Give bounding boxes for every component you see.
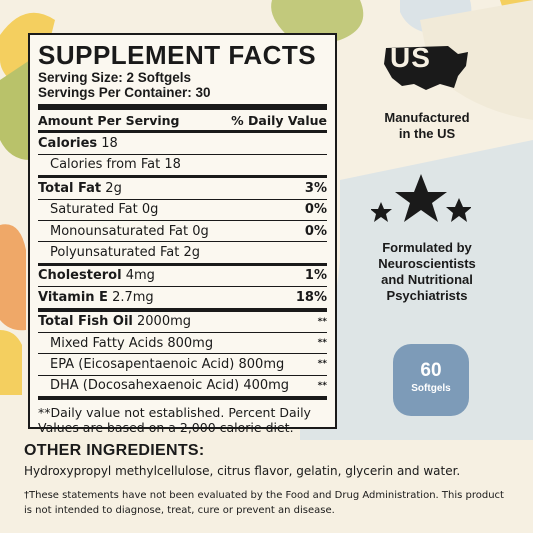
sat-fat-value: 0g (141, 202, 159, 218)
calories-fat: Calories from Fat 18 (50, 157, 181, 173)
stars-icon (371, 174, 471, 222)
cholesterol-dv: 1% (304, 268, 327, 284)
mono-fat-dv: 0% (304, 223, 327, 239)
table-row: Monounsaturated Fat 0g 0% (38, 221, 327, 243)
vitamin-e-label: Vitamin E (38, 289, 108, 305)
facts-title: SUPPLEMENT FACTS (38, 40, 317, 70)
vitamin-e-dv: 18% (295, 289, 327, 305)
us-map-icon: US (378, 42, 474, 94)
other-ingredients: OTHER INGREDIENTS: Hydroxypropyl methylc… (24, 442, 514, 478)
dha-dv: ** (317, 380, 327, 391)
manufactured-text: Manufactured in the US (384, 110, 470, 141)
softgels-label: Softgels (411, 383, 451, 394)
softgels-count: 60 (420, 360, 442, 381)
fish-oil-label: Total Fish Oil (38, 314, 133, 330)
table-row: Saturated Fat 0g 0% (38, 200, 327, 221)
fish-oil-value: 2000mg (137, 314, 191, 330)
mono-fat-label: Monounsaturated Fat (50, 223, 189, 239)
dv-header: % Daily Value (231, 112, 327, 128)
table-row: Calories 18 (38, 133, 327, 155)
dha: DHA (Docosahexaenoic Acid) 400mg (50, 378, 290, 394)
dv-footnote: **Daily value not established. Percent D… (38, 405, 311, 435)
table-row: DHA (Docosahexaenoic Acid) 400mg ** (38, 376, 327, 401)
table-row: Polyunsaturated Fat 2g (38, 242, 327, 266)
table-row: EPA (Eicosapentaenoic Acid) 800mg ** (38, 354, 327, 376)
serving-size: Serving Size: 2 Softgels (38, 70, 192, 85)
mixed-fatty-acids: Mixed Fatty Acids 800mg (50, 335, 214, 351)
calories-label: Calories (38, 136, 98, 152)
sat-fat-label: Saturated Fat (50, 202, 138, 218)
table-header: Amount Per Serving % Daily Value (38, 110, 327, 134)
epa-dv: ** (317, 359, 327, 370)
total-fat-value: 2g (105, 180, 122, 196)
mono-fat-value: 0g (192, 223, 209, 239)
table-row: Total Fish Oil 2000mg ** (38, 312, 327, 333)
vitamin-e-value: 2.7mg (112, 289, 154, 305)
epa: EPA (Eicosapentaenoic Acid) 800mg (50, 356, 285, 372)
mixed-fatty-dv: ** (317, 338, 327, 349)
total-fat-label: Total Fat (38, 180, 102, 196)
cholesterol-label: Cholesterol (38, 268, 122, 284)
cholesterol-value: 4mg (125, 268, 155, 284)
amount-header: Amount Per Serving (38, 112, 180, 128)
table-row: Total Fat 2g 3% (38, 178, 327, 200)
thick-divider (38, 104, 327, 110)
table-row: Calories from Fat 18 (38, 155, 327, 179)
poly-fat: Polyunsaturated Fat 2g (50, 245, 200, 261)
formulated-text: Formulated by Neuroscientists and Nutrit… (378, 240, 476, 303)
fda-disclaimer: †These statements have not been evaluate… (24, 490, 504, 516)
other-ingredients-text: Hydroxypropyl methylcellulose, citrus fl… (24, 464, 461, 478)
table-row: Vitamin E 2.7mg 18% (38, 287, 327, 312)
servings-per-container: Servings Per Container: 30 (38, 85, 211, 100)
fish-oil-dv: ** (317, 316, 327, 327)
us-icon-text: US (390, 42, 431, 73)
calories-value: 18 (101, 136, 118, 152)
supplement-facts-panel: SUPPLEMENT FACTS Serving Size: 2 Softgel… (28, 33, 337, 434)
other-ingredients-heading: OTHER INGREDIENTS: (24, 442, 205, 459)
total-fat-dv: 3% (304, 180, 327, 196)
softgels-count-badge: 60 Softgels (393, 344, 469, 416)
table-row: Mixed Fatty Acids 800mg ** (38, 333, 327, 355)
table-row: Cholesterol 4mg 1% (38, 266, 327, 288)
sat-fat-dv: 0% (304, 202, 327, 218)
